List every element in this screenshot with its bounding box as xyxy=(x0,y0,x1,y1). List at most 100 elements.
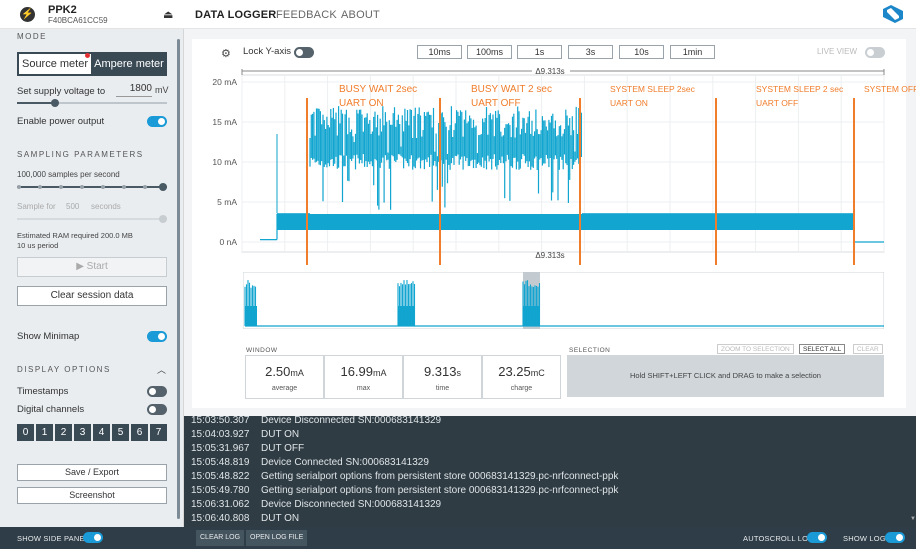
digital-channel-6[interactable]: 6 xyxy=(131,424,148,441)
log-message: DUT ON xyxy=(261,429,300,440)
ram-label: Estimated RAM required 200.0 MB xyxy=(17,231,133,240)
average-unit: mA xyxy=(290,368,304,378)
meter-mode-toggle[interactable]: Source meter Ampere meter xyxy=(17,52,167,76)
sample-for-label: Sample for xyxy=(17,202,56,211)
slider-thumb[interactable] xyxy=(159,183,167,191)
annotation-label: SYSTEM SLEEP 2 sec xyxy=(756,84,844,94)
start-button[interactable]: ▶ Start xyxy=(17,257,167,277)
selection-hint: Hold SHIFT+LEFT CLICK and DRAG to make a… xyxy=(567,355,884,397)
select-all-button[interactable]: SELECT ALL xyxy=(799,344,846,354)
show-side-panel-toggle[interactable] xyxy=(83,532,103,543)
live-view-label: LIVE VIEW xyxy=(817,47,858,56)
slider-thumb[interactable] xyxy=(51,99,59,107)
clear-selection-button[interactable]: CLEAR xyxy=(853,344,883,354)
digital-channel-2[interactable]: 2 xyxy=(55,424,72,441)
log-row: 15:04:03.927 DUT ON xyxy=(191,429,299,440)
show-minimap-toggle[interactable] xyxy=(147,331,167,342)
show-minimap-label: Show Minimap xyxy=(17,331,80,342)
log-row: 15:05:49.780 Getting serialport options f… xyxy=(191,485,618,496)
stat-max: 16.99mA max xyxy=(324,355,403,399)
tab-about[interactable]: ABOUT xyxy=(341,9,380,21)
log-panel: 15:03:50.307 Device Disconnected SN:00068… xyxy=(184,416,916,527)
sidebar-scrollbar[interactable] xyxy=(177,39,180,519)
tab-feedback[interactable]: FEEDBACK xyxy=(276,9,337,21)
sample-rate-slider[interactable] xyxy=(17,183,167,191)
log-timestamp: 15:05:48.822 xyxy=(191,471,250,482)
window-10ms-button[interactable]: 10ms xyxy=(417,45,462,59)
gear-icon[interactable]: ⚙ xyxy=(221,48,231,60)
supply-voltage-input[interactable]: 1800 xyxy=(116,83,152,97)
digital-channel-3[interactable]: 3 xyxy=(74,424,91,441)
top-bar: ⚡ PPK2 F40BCA61CC59 ⏏ DATA LOGGER FEEDBA… xyxy=(0,0,916,29)
delta-label-bottom: Δ9.313s xyxy=(535,251,564,260)
log-timestamp: 15:05:31.967 xyxy=(191,443,250,454)
log-row: 15:03:50.307 Device Disconnected SN:00068… xyxy=(191,416,441,426)
digital-channel-4[interactable]: 4 xyxy=(93,424,110,441)
time-unit: s xyxy=(456,368,462,378)
annotation-label: BUSY WAIT 2sec xyxy=(339,84,417,95)
y-tick-label: 5 mA xyxy=(217,197,237,207)
clear-session-button[interactable]: Clear session data xyxy=(17,286,167,306)
chevron-up-icon[interactable]: ︿ xyxy=(157,365,167,375)
enable-power-label: Enable power output xyxy=(17,116,105,127)
digital-channel-5[interactable]: 5 xyxy=(112,424,129,441)
side-panel: MODE Source meter Ampere meter Set suppl… xyxy=(0,29,184,527)
annotation-label: SYSTEM OFF xyxy=(864,84,916,94)
log-timestamp: 15:05:48.819 xyxy=(191,457,250,468)
selection-title: SELECTION xyxy=(569,347,611,354)
digital-channels-toggle[interactable] xyxy=(147,404,167,415)
y-tick-label: 15 mA xyxy=(212,117,237,127)
eject-icon[interactable]: ⏏ xyxy=(163,9,174,21)
power-icon: ⚡ xyxy=(20,7,35,22)
source-meter-button[interactable]: Source meter xyxy=(19,54,91,74)
digital-channel-0[interactable]: 0 xyxy=(17,424,34,441)
show-log-toggle[interactable] xyxy=(885,532,905,543)
trace-band xyxy=(277,213,310,230)
zoom-to-selection-button[interactable]: ZOOM TO SELECTION xyxy=(717,344,794,354)
trace-band xyxy=(582,213,854,230)
window-100ms-button[interactable]: 100ms xyxy=(467,45,512,59)
log-message: Device Connected SN:000683141329 xyxy=(261,457,429,468)
charge-unit: mC xyxy=(530,368,545,378)
y-tick-label: 20 mA xyxy=(212,77,237,87)
sample-for-unit: seconds xyxy=(91,202,121,211)
stat-average: 2.50mA average xyxy=(245,355,324,399)
window-1min-button[interactable]: 1min xyxy=(670,45,715,59)
charge-label: charge xyxy=(510,385,533,392)
clear-log-button[interactable]: CLEAR LOG xyxy=(196,530,245,546)
log-scroll-down-icon[interactable]: ▼ xyxy=(910,516,916,522)
current-chart[interactable]: 20 mA 15 mA 10 mA 5 mA 0 nA BUSY WAIT 2sec UA… xyxy=(192,67,916,270)
save-export-button[interactable]: Save / Export xyxy=(17,464,167,481)
ampere-meter-button[interactable]: Ampere meter xyxy=(94,58,164,70)
period-label: 10 us period xyxy=(17,241,59,250)
enable-power-toggle[interactable] xyxy=(147,116,167,127)
y-tick-label: 10 mA xyxy=(212,157,237,167)
digital-channel-7[interactable]: 7 xyxy=(150,424,167,441)
y-axis-ticks: 20 mA 15 mA 10 mA 5 mA 0 nA xyxy=(212,69,885,247)
window-10s-button[interactable]: 10s xyxy=(619,45,664,59)
window-title: WINDOW xyxy=(246,347,278,354)
max-label: max xyxy=(356,385,371,392)
minimap[interactable] xyxy=(243,272,884,329)
time-value: 9.313 xyxy=(423,364,457,379)
tab-data-logger[interactable]: DATA LOGGER xyxy=(195,9,277,21)
device-serial: F40BCA61CC59 xyxy=(48,16,108,25)
digital-channel-1[interactable]: 1 xyxy=(36,424,53,441)
screenshot-button[interactable]: Screenshot xyxy=(17,487,167,504)
live-view-toggle[interactable] xyxy=(865,47,885,58)
bottom-bar: SHOW SIDE PANEL CLEAR LOG OPEN LOG FILE … xyxy=(0,527,916,549)
window-3s-button[interactable]: 3s xyxy=(568,45,613,59)
minimap-trace xyxy=(244,280,884,327)
log-timestamp: 15:03:50.307 xyxy=(191,416,250,426)
autoscroll-log-toggle[interactable] xyxy=(807,532,827,543)
timestamps-toggle[interactable] xyxy=(147,386,167,397)
lock-y-axis-toggle[interactable] xyxy=(294,47,314,58)
open-log-file-button[interactable]: OPEN LOG FILE xyxy=(246,530,308,546)
window-1s-button[interactable]: 1s xyxy=(517,45,562,59)
sample-for-input[interactable]: 500 xyxy=(66,202,80,211)
supply-voltage-slider[interactable] xyxy=(17,99,167,107)
play-icon: ▶ xyxy=(76,261,87,272)
timestamps-label: Timestamps xyxy=(17,386,69,397)
lock-y-axis-label: Lock Y-axis xyxy=(243,46,292,57)
log-message: Device Disconnected SN:000683141329 xyxy=(261,499,442,510)
